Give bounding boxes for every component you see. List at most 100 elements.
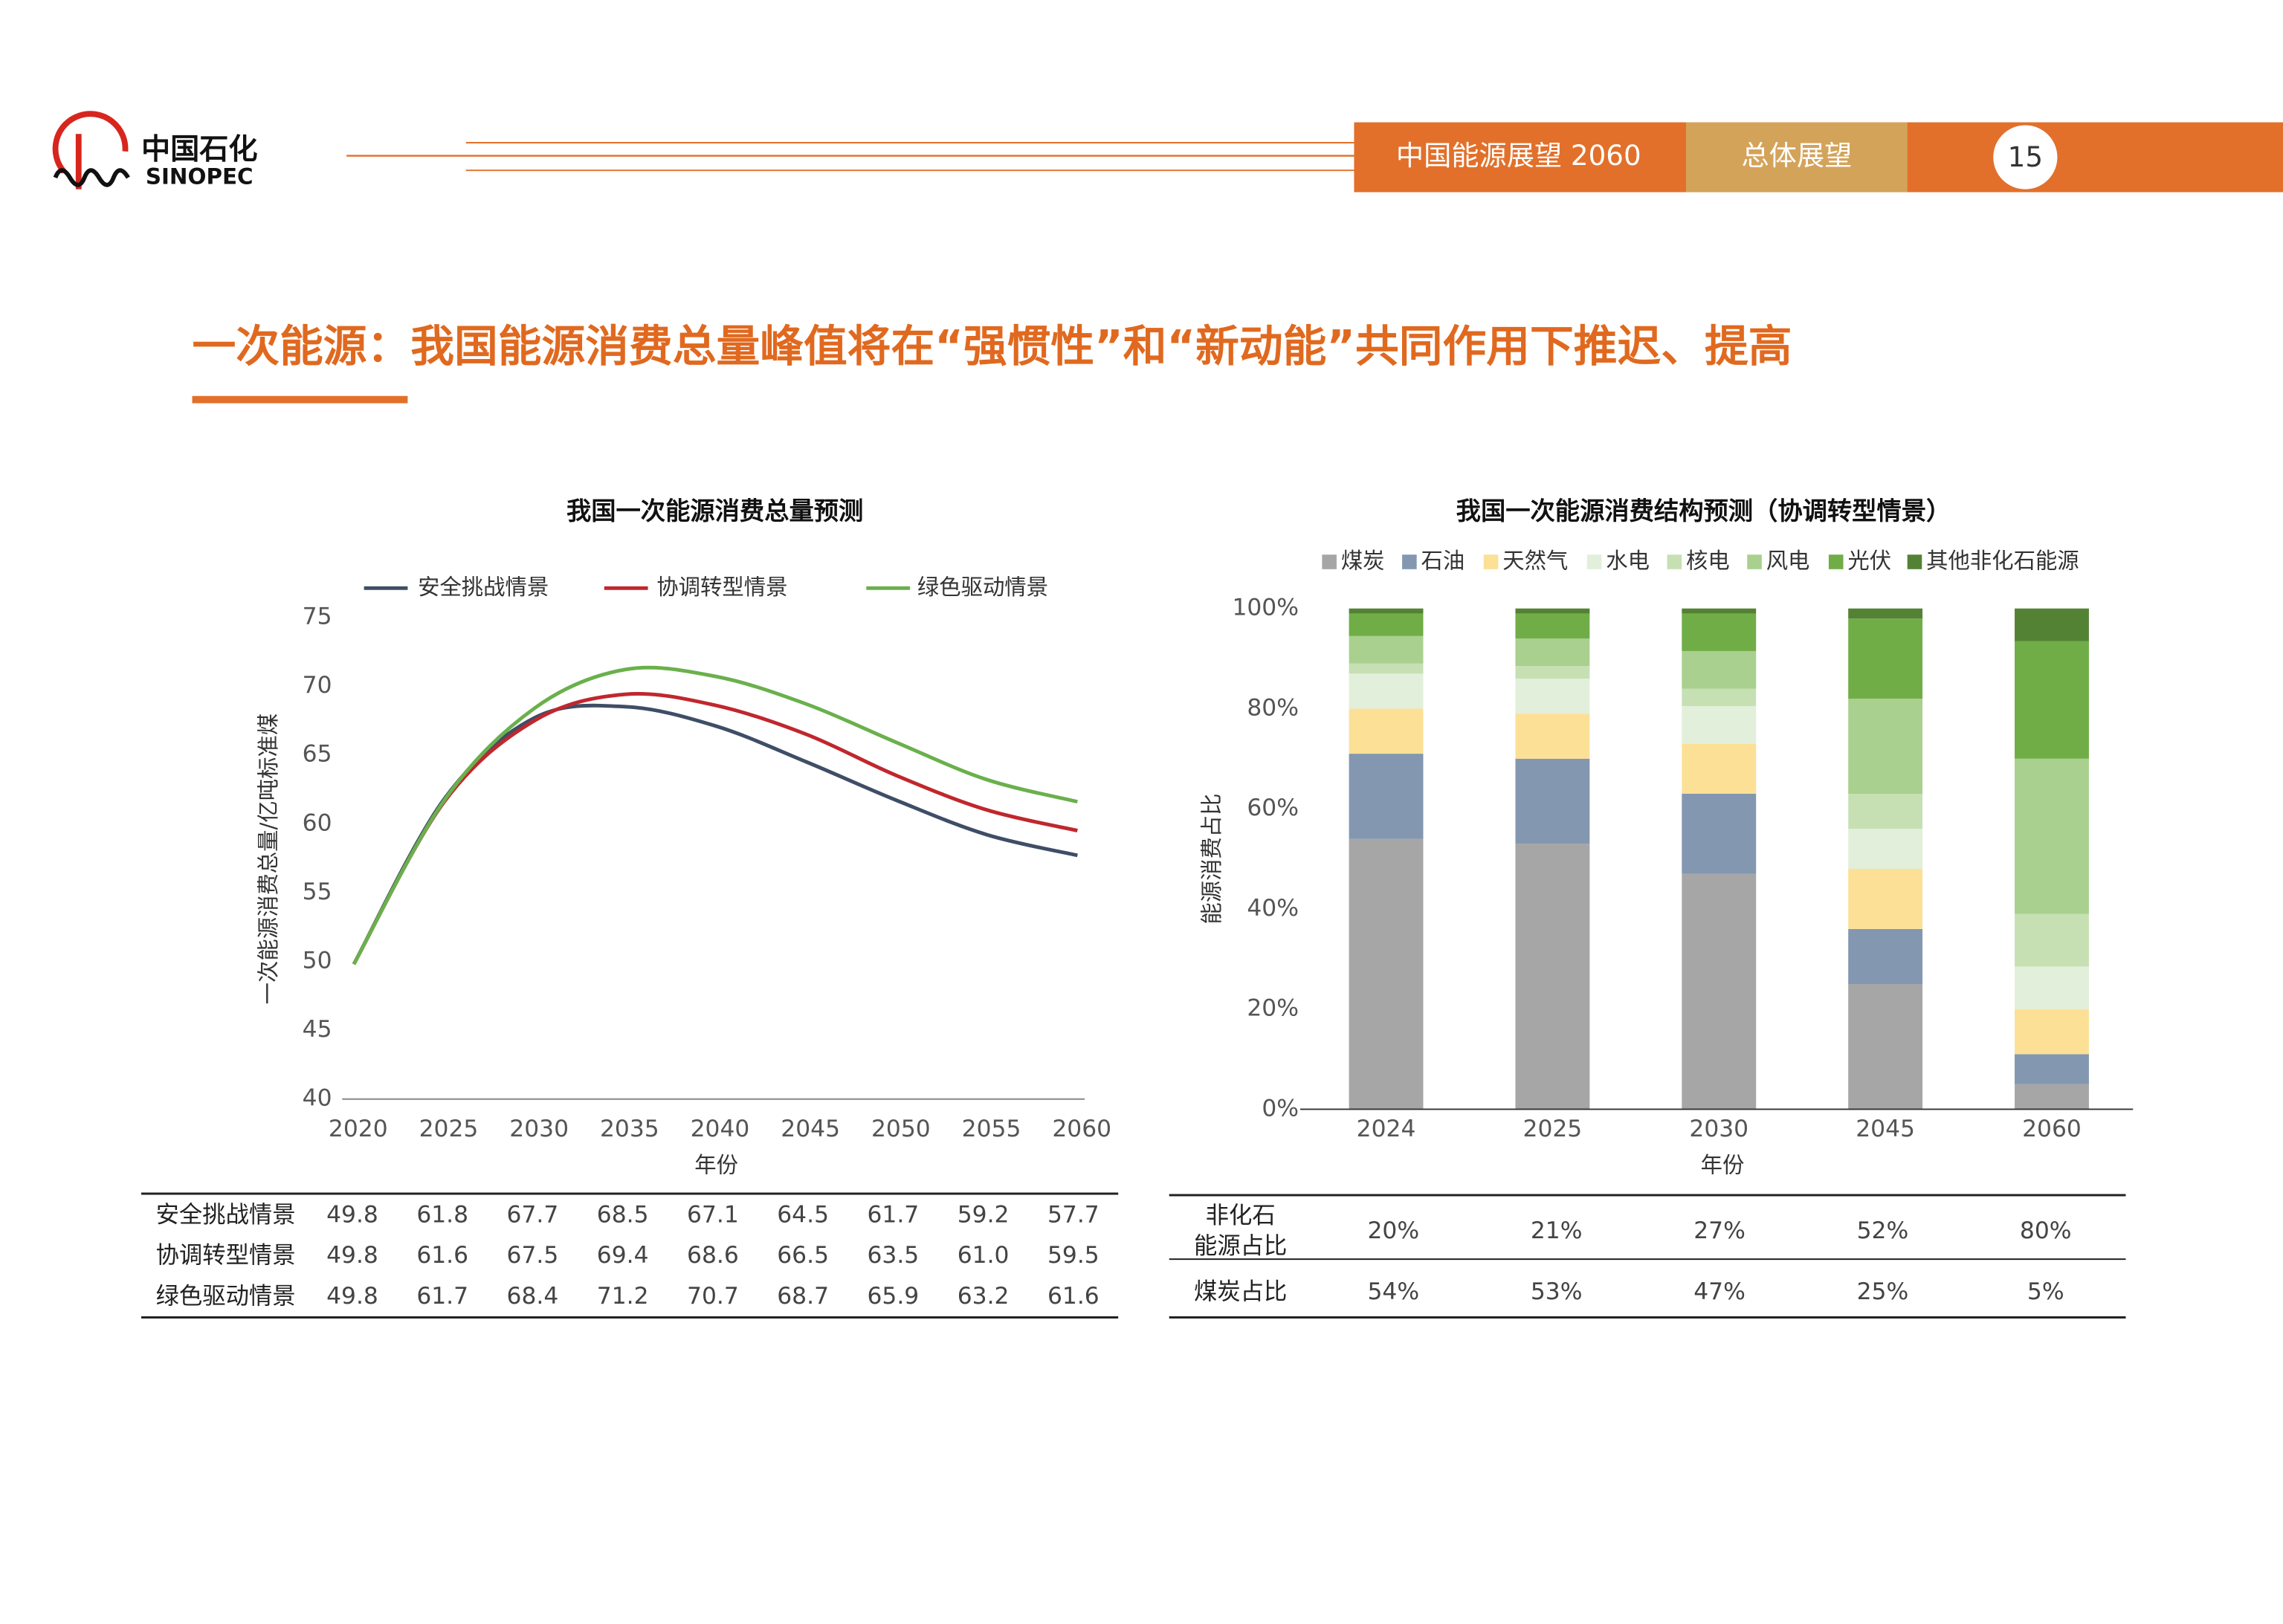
bar-segment bbox=[2015, 641, 2089, 759]
legend-swatch bbox=[1483, 554, 1499, 569]
table-row-label: 煤炭占比 bbox=[1194, 1278, 1287, 1305]
bar-segment bbox=[1682, 650, 1757, 689]
legend-label: 绿色驱动情景 bbox=[917, 575, 1048, 600]
bar-segment bbox=[1349, 673, 1424, 709]
table-cell: 71.2 bbox=[597, 1283, 649, 1310]
legend-label: 风电 bbox=[1766, 549, 1810, 574]
brand: 中国石化 bbox=[141, 133, 258, 166]
chart-title: 我国一次能源消费总量预测 bbox=[566, 496, 863, 525]
bar-segment bbox=[1682, 613, 1757, 651]
bar-segment bbox=[1848, 793, 1923, 829]
table-cell: 63.5 bbox=[867, 1242, 919, 1269]
table-row-label: 安全挑战情景 bbox=[156, 1201, 296, 1228]
table-row-label: 非化石 bbox=[1206, 1202, 1276, 1229]
bar-segment bbox=[1682, 793, 1757, 874]
bar-segment bbox=[1682, 608, 1757, 614]
bar-segment bbox=[2015, 1009, 2089, 1055]
table-cell: 68.6 bbox=[687, 1242, 739, 1269]
y-tick-label: 45 bbox=[303, 1016, 332, 1043]
bar-segment bbox=[1515, 608, 1590, 614]
bar-segment bbox=[1848, 698, 1923, 794]
legend-label: 其他非化石能源 bbox=[1926, 549, 2079, 574]
bar-segment bbox=[1848, 618, 1923, 699]
legend-swatch bbox=[1907, 554, 1922, 569]
table-cell: 63.2 bbox=[958, 1283, 1010, 1310]
table-cell: 49.8 bbox=[326, 1283, 378, 1310]
y-tick-label: 0% bbox=[1262, 1095, 1299, 1122]
bar-segment bbox=[1515, 666, 1590, 679]
table-cell: 53% bbox=[1531, 1278, 1583, 1305]
table-cell: 61.7 bbox=[867, 1201, 919, 1228]
legend-label: 安全挑战情景 bbox=[418, 575, 549, 600]
table-cell: 80% bbox=[2020, 1217, 2072, 1244]
legend-swatch bbox=[1828, 554, 1844, 569]
x-tick-label: 2024 bbox=[1357, 1116, 1416, 1142]
bar-segment bbox=[1848, 984, 1923, 1110]
logo-ring bbox=[52, 111, 129, 174]
table-cell: 54% bbox=[1368, 1278, 1420, 1305]
bar-segment bbox=[1515, 758, 1590, 844]
table-cell: 68.5 bbox=[597, 1201, 649, 1228]
table-cell: 61.7 bbox=[416, 1283, 468, 1310]
report-name: 中国能源展望 2060 bbox=[1396, 139, 1641, 172]
x-tick-label: 2060 bbox=[2022, 1116, 2082, 1142]
table-cell: 61.8 bbox=[416, 1201, 468, 1228]
x-tick-label: 2040 bbox=[691, 1116, 750, 1142]
table-cell: 70.7 bbox=[687, 1283, 739, 1310]
legend-label: 核电 bbox=[1686, 549, 1730, 574]
y-tick-label: 100% bbox=[1232, 595, 1299, 621]
x-tick-label: 2045 bbox=[781, 1116, 840, 1142]
y-tick-label: 40% bbox=[1247, 895, 1299, 922]
y-tick-label: 55 bbox=[303, 879, 332, 905]
line-series bbox=[352, 665, 1078, 965]
bar-segment bbox=[1682, 706, 1757, 744]
y-tick-label: 60 bbox=[303, 809, 332, 836]
bar-segment bbox=[1349, 838, 1424, 1110]
bar-segment bbox=[1848, 608, 1923, 619]
bar-segment bbox=[1848, 928, 1923, 985]
table-cell: 61.0 bbox=[958, 1242, 1010, 1269]
y-axis-label: 能源消费占比 bbox=[1199, 793, 1224, 924]
table-cell: 21% bbox=[1531, 1217, 1583, 1244]
table-cell: 57.7 bbox=[1047, 1201, 1099, 1228]
y-tick-label: 70 bbox=[303, 672, 332, 699]
logo-wave bbox=[53, 168, 130, 187]
headline: 一次能源：我国能源消费总量峰值将在“强惯性”和“新动能”共同作用下推迟、提高 bbox=[193, 320, 1792, 372]
legend-label: 光伏 bbox=[1847, 549, 1891, 574]
x-tick-label: 2035 bbox=[600, 1116, 659, 1142]
bar-segment bbox=[1682, 873, 1757, 1110]
x-axis-label: 年份 bbox=[694, 1152, 738, 1177]
x-tick-label: 2030 bbox=[509, 1116, 569, 1142]
bar-segment bbox=[1682, 688, 1757, 707]
bar-segment bbox=[2015, 1084, 2089, 1110]
chart-title: 我国一次能源消费结构预测（协调转型情景） bbox=[1456, 496, 1951, 525]
x-tick-label: 2060 bbox=[1052, 1116, 1111, 1142]
brand-en: SINOPEC bbox=[146, 164, 254, 189]
table-cell: 68.4 bbox=[507, 1283, 559, 1310]
bar-segment bbox=[1682, 743, 1757, 794]
bar-segment bbox=[1515, 638, 1590, 667]
x-tick-label: 2025 bbox=[1523, 1116, 1583, 1142]
table-row-label: 绿色驱动情景 bbox=[156, 1283, 296, 1310]
x-axis-label: 年份 bbox=[1701, 1152, 1745, 1177]
table-cell: 59.2 bbox=[958, 1201, 1010, 1228]
legend-swatch bbox=[1747, 554, 1762, 569]
y-tick-label: 80% bbox=[1247, 694, 1299, 721]
bar-segment bbox=[1349, 663, 1424, 674]
table-cell: 20% bbox=[1368, 1217, 1420, 1244]
y-tick-label: 65 bbox=[303, 741, 332, 768]
table-cell: 5% bbox=[2027, 1278, 2064, 1305]
legend-label: 石油 bbox=[1421, 549, 1465, 574]
header-section-band bbox=[1685, 122, 1908, 193]
bar-segment bbox=[1349, 635, 1424, 664]
bar-segment bbox=[1515, 679, 1590, 714]
logo bbox=[52, 111, 130, 190]
bar-segment bbox=[1349, 613, 1424, 636]
table-cell: 61.6 bbox=[1047, 1283, 1099, 1310]
x-tick-label: 2030 bbox=[1689, 1116, 1748, 1142]
table-cell: 69.4 bbox=[597, 1242, 649, 1269]
bar-segment bbox=[1515, 714, 1590, 759]
table-cell: 67.5 bbox=[507, 1242, 559, 1269]
